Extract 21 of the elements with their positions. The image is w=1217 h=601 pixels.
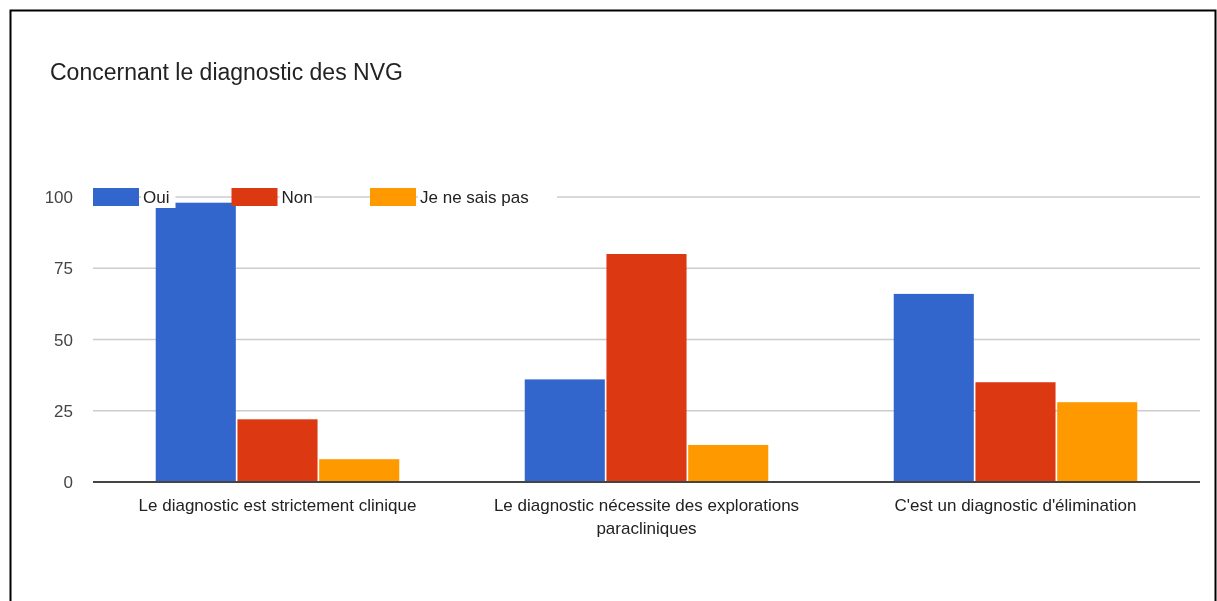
bar: [893, 293, 974, 482]
bar: [155, 202, 236, 482]
legend-label: Je ne sais pas: [420, 188, 529, 207]
x-tick-label: C'est un diagnostic d'élimination: [894, 496, 1137, 515]
y-tick-label: 50: [54, 330, 73, 350]
legend-label: Oui: [143, 188, 170, 207]
bar: [237, 419, 318, 482]
bar: [975, 382, 1056, 482]
legend-label: Non: [281, 188, 313, 207]
y-tick-label: 75: [54, 259, 73, 279]
bar: [524, 379, 605, 482]
chart-title: Concernant le diagnostic des NVG: [50, 59, 403, 85]
bar: [1057, 402, 1138, 482]
y-tick-label: 100: [44, 188, 73, 207]
bar: [319, 459, 400, 482]
bar: [688, 444, 769, 482]
x-tick-label: Le diagnostic est strictement clinique: [138, 496, 417, 515]
y-tick-label: 25: [54, 401, 73, 421]
bar: [606, 254, 687, 482]
x-tick-label: Le diagnostic nécessite des explorations paracliniques: [493, 496, 800, 538]
y-tick-label: 0: [63, 473, 73, 492]
